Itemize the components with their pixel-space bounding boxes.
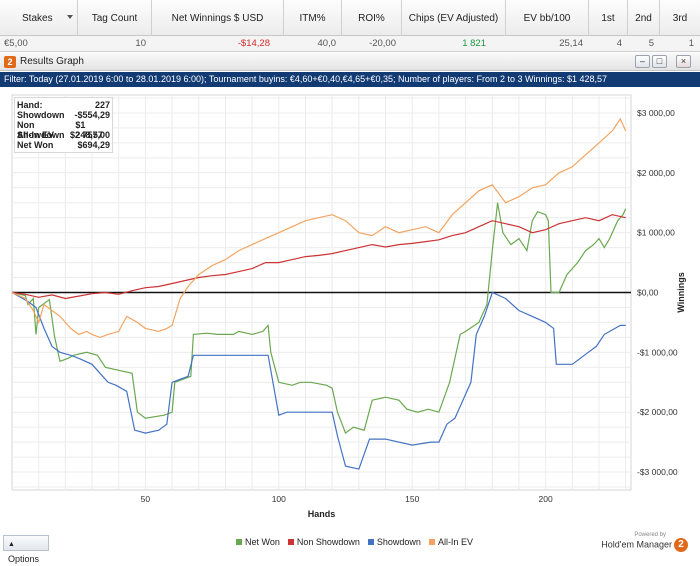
- cell-1st: 4: [616, 38, 622, 49]
- cell-net-winnings: -$14,28: [237, 38, 270, 49]
- y-tick-label: $2 000,00: [637, 168, 675, 178]
- summary-row-net-won: Net Won $694,29: [17, 140, 110, 150]
- options-button[interactable]: ▲ Options: [3, 535, 49, 564]
- col-header-chips-ev[interactable]: Chips (EV Adjusted): [402, 0, 506, 36]
- col-header-itm[interactable]: ITM%: [284, 0, 342, 36]
- filter-bar[interactable]: Filter: Today (27.01.2019 6:00 to 28.01.…: [0, 72, 700, 87]
- legend-swatch: [287, 539, 294, 545]
- summary-row-showdown: Showdown -$554,29: [17, 110, 110, 120]
- col-header-ev-bb100[interactable]: EV bb/100: [506, 0, 589, 36]
- results-chart: $3 000,00 $2 000,00 $1 000,00 $0,00 -$1 000,…: [11, 94, 686, 519]
- summary-box: Hand: 227 Showdown -$554,29 Non Showdown $1…: [14, 97, 113, 153]
- legend-item-net-won[interactable]: Net Won: [236, 537, 280, 547]
- app-logo-icon: 2: [4, 56, 16, 68]
- x-tick-label: 50: [141, 494, 151, 504]
- close-button[interactable]: ×: [676, 55, 691, 68]
- y-tick-label: $0,00: [637, 288, 659, 298]
- cell-roi: -20,00: [369, 38, 396, 49]
- y-tick-label: -$2 000,00: [637, 407, 678, 417]
- minimize-button[interactable]: –: [635, 55, 650, 68]
- x-tick-label: 200: [539, 494, 553, 504]
- summary-row-non-showdown: Non Showdown $1 248,57: [17, 120, 103, 140]
- series-line-net-won: [11, 202, 627, 435]
- col-header-roi[interactable]: ROI%: [342, 0, 402, 36]
- maximize-button[interactable]: □: [652, 55, 667, 68]
- cell-stakes: €5,00: [4, 38, 28, 49]
- stats-data-row[interactable]: €5,00 10 -$14,28 40,0 -20,00 1 821 25,14…: [0, 36, 700, 52]
- legend-item-allin-ev[interactable]: All-In EV: [428, 537, 473, 547]
- legend-item-non-showdown[interactable]: Non Showdown: [287, 537, 360, 547]
- cell-chips-ev: 1 821: [462, 38, 486, 49]
- series-line-showdown: [11, 291, 626, 470]
- brand-logo: Powered by Hold'em Manager 2: [601, 532, 688, 552]
- legend-swatch: [236, 539, 242, 545]
- legend: Net Won Non Showdown Showdown All-In EV: [236, 537, 473, 547]
- series-line-all-in-ev: [11, 117, 627, 339]
- col-header-3rd[interactable]: 3rd: [672, 12, 688, 24]
- y-tick-label: $3 000,00: [637, 108, 675, 118]
- window-title: Results Graph: [20, 56, 84, 67]
- y-axis-title: Winnings: [676, 272, 686, 312]
- bottom-bar: ▲ Options Net Won Non Showdown Showdown …: [0, 532, 700, 564]
- chevron-down-icon[interactable]: [67, 15, 73, 19]
- col-header-tag-count[interactable]: Tag Count: [78, 0, 152, 36]
- graph-area: $3 000,00 $2 000,00 $1 000,00 $0,00 -$1 000,…: [0, 87, 700, 535]
- cell-3rd: 1: [688, 38, 694, 49]
- summary-row-hands: Hand: 227: [17, 100, 110, 110]
- stats-header: Stakes Tag Count Net Winnings $ USD ITM%…: [0, 0, 700, 36]
- col-header-2nd[interactable]: 2nd: [628, 0, 660, 36]
- triangle-up-icon: ▲: [8, 541, 15, 548]
- hm2-logo-icon: 2: [674, 538, 688, 552]
- cell-itm: 40,0: [317, 38, 337, 49]
- legend-swatch: [428, 539, 435, 545]
- legend-swatch: [367, 539, 374, 545]
- col-header-net-winnings[interactable]: Net Winnings $ USD: [152, 0, 284, 36]
- window-title-bar[interactable]: 2 Results Graph – □ ×: [0, 53, 700, 71]
- y-tick-label: -$3 000,00: [637, 467, 678, 477]
- y-tick-label: $1 000,00: [637, 228, 675, 238]
- x-axis-title: Hands: [308, 509, 336, 519]
- col-header-stakes[interactable]: Stakes: [0, 0, 78, 36]
- series-line-non-showdown: [11, 214, 626, 300]
- legend-item-showdown[interactable]: Showdown: [367, 537, 421, 547]
- cell-tag-count: 10: [135, 38, 146, 49]
- y-tick-label: -$1 000,00: [637, 347, 678, 357]
- summary-row-allin-ev: All-In EV $2 757,00: [17, 130, 110, 140]
- x-tick-label: 100: [272, 494, 286, 504]
- col-header-1st[interactable]: 1st: [589, 0, 628, 36]
- x-tick-label: 150: [405, 494, 419, 504]
- cell-2nd: 5: [648, 38, 654, 49]
- cell-ev-bb100: 25,14: [559, 38, 583, 49]
